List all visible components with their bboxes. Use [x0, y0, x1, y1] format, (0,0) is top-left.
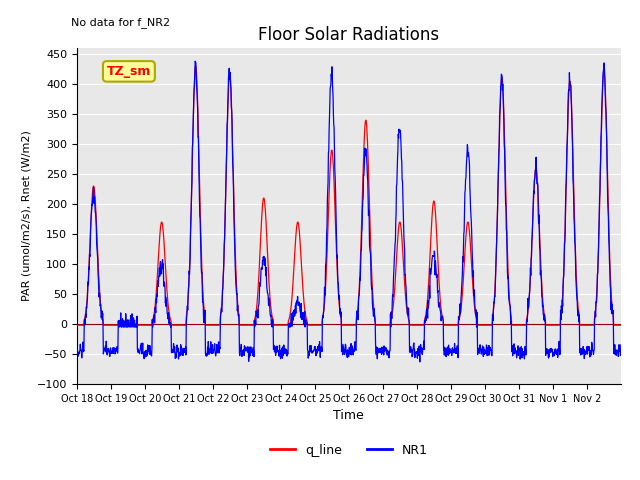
Y-axis label: PAR (umol/m2/s), Rnet (W/m2): PAR (umol/m2/s), Rnet (W/m2) [21, 131, 31, 301]
q_line [557, 312, 564, 318]
Line: q_line: q_line [77, 66, 621, 325]
NR1 [557, 303, 565, 309]
Title: Floor Solar Radiations: Floor Solar Radiations [258, 25, 440, 44]
q_line [610, 323, 618, 328]
NR1 [324, 150, 332, 156]
Text: No data for f_NR2: No data for f_NR2 [72, 17, 170, 28]
q_line [73, 323, 81, 328]
NR1 [158, 263, 166, 268]
NR1 [73, 347, 81, 353]
NR1 [335, 290, 342, 296]
Line: NR1: NR1 [77, 61, 621, 362]
q_line [617, 323, 625, 328]
Text: TZ_sm: TZ_sm [107, 65, 151, 78]
NR1 [416, 359, 424, 365]
q_line [335, 296, 342, 301]
NR1 [617, 342, 625, 348]
X-axis label: Time: Time [333, 409, 364, 422]
q_line [158, 219, 166, 225]
q_line [192, 63, 200, 69]
q_line [324, 211, 332, 216]
Legend: q_line, NR1: q_line, NR1 [265, 439, 433, 462]
NR1 [191, 59, 199, 64]
q_line [477, 323, 485, 328]
NR1 [611, 351, 618, 357]
NR1 [477, 351, 485, 357]
